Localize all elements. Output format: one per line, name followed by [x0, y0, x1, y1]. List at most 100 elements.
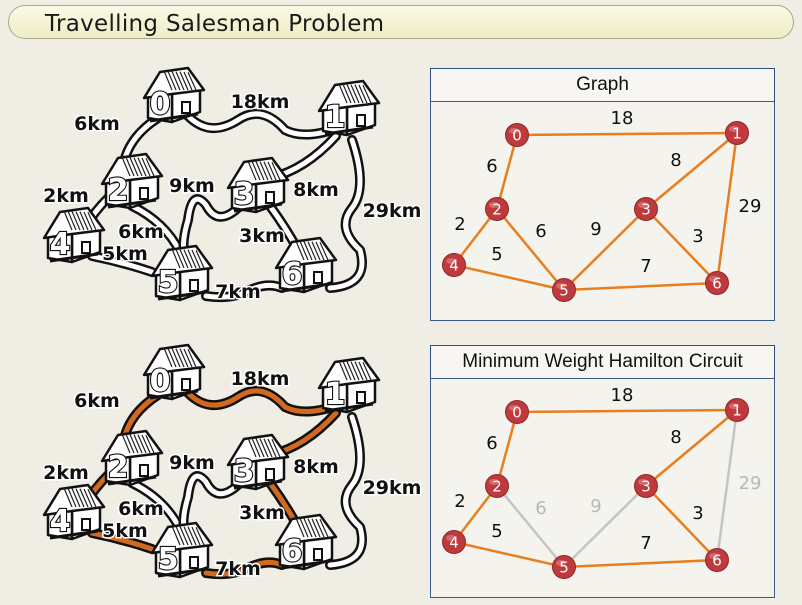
edge-weight-label: 2: [454, 491, 465, 512]
graph-edge-4-5: [453, 263, 565, 292]
road-distance-label: 3km: [239, 502, 285, 524]
graph-node-0: 0: [505, 400, 529, 424]
road-maps: 0 12 345 68km29km2km6km9km3km5km7km18km6km0…: [42, 66, 423, 582]
house-number: 1: [325, 100, 346, 135]
edge-weight-label: 8: [670, 427, 681, 448]
road-distance-label: 6km: [118, 221, 164, 243]
edge-weight-label: 5: [491, 521, 502, 542]
house-number: 1: [325, 377, 346, 412]
house-0: 0: [142, 66, 206, 124]
house-number: 2: [108, 173, 129, 208]
road-distance-label: 8km: [293, 179, 339, 201]
house-number: 6: [282, 534, 303, 569]
graph-edge-3-6: [645, 485, 718, 561]
house-0: 0: [142, 343, 206, 401]
edge-weight-label: 29: [739, 196, 762, 217]
house-number: 0: [150, 87, 171, 122]
road-0-1: [183, 108, 343, 140]
page-title: Travelling Salesman Problem: [45, 11, 385, 37]
graph-node-6: 6: [705, 271, 729, 295]
road-distance-label: 29km: [363, 200, 422, 222]
house-number: 6: [282, 257, 303, 292]
house-number: 3: [234, 177, 255, 212]
graph-edge-1-6: [715, 132, 739, 284]
house-number: 4: [50, 504, 71, 539]
road-distance-label: 18km: [231, 91, 290, 113]
edge-weight-label: 18: [611, 385, 634, 406]
circuit-panel-diagram: 18 6 8 29 2 6 9 3 5 7 0 1 2 3 4 5 6: [442, 385, 762, 579]
road-distance-label: 5km: [102, 243, 148, 265]
road-4-5: [87, 528, 157, 554]
road-distance-label: 8km: [293, 456, 339, 478]
graph-node-1: 1: [725, 398, 749, 422]
graph-edge-5-6: [563, 558, 718, 569]
edge-weight-label: 29: [739, 473, 762, 494]
graph-node-6: 6: [705, 548, 729, 572]
title-banner: Travelling Salesman Problem: [8, 5, 794, 39]
house-1: 1: [317, 356, 381, 414]
house-number: 0: [150, 364, 171, 399]
graph-node-3: 3: [634, 197, 658, 221]
road-5-6: [201, 557, 287, 580]
graphs: 18 6 8 29 2 6 9 3 5 7 0 1 2 3 4 5 6 18 6 8 29 2 6 9 3 5 7 0 1 2 3 4 5 6: [442, 108, 762, 579]
road-map-top: 0 1 2 3 4 5 6 8km 29km 2km 6km 9km 3km 5km 7km 18km 6km: [42, 66, 423, 305]
graph-edge-1-3: [645, 409, 738, 487]
edge-weight-label: 6: [486, 433, 497, 454]
graph-edge-3-5: [563, 485, 647, 568]
road-distance-label: 9km: [169, 175, 215, 197]
node-label: 6: [712, 275, 722, 293]
road-distance-label: 3km: [239, 225, 285, 247]
road-map-bottom: 0 1 2 3 4 5 6 8km 29km 2km 6km 9km 3km 5km 7km 18km 6km: [42, 343, 423, 582]
graph-edge-3-6: [645, 208, 718, 284]
road-1-6: [325, 412, 367, 570]
graph-node-2: 2: [485, 197, 509, 221]
node-label: 3: [641, 201, 651, 219]
house-number: 4: [50, 227, 71, 262]
graph-node-2: 2: [485, 474, 509, 498]
edge-weight-label: 5: [491, 244, 502, 265]
road-3-5: [178, 471, 245, 534]
house-number: 5: [158, 265, 179, 300]
edge-weight-label: 8: [670, 150, 681, 171]
edge-weight-label: 9: [590, 496, 601, 517]
road-2-5: [127, 201, 185, 257]
edge-weight-label: 2: [454, 214, 465, 235]
node-label: 4: [449, 534, 459, 552]
graph-edge-1-3: [645, 132, 738, 210]
graph-edge-2-5: [496, 208, 565, 291]
graph-node-4: 4: [442, 253, 466, 277]
road-3-5: [178, 194, 245, 257]
graph-node-1: 1: [725, 121, 749, 145]
graph-edge-1-6: [715, 409, 739, 561]
road-distance-label: 2km: [43, 185, 89, 207]
road-4-5: [87, 251, 157, 277]
road-distance-label: 29km: [363, 477, 422, 499]
edge-weight-label: 3: [692, 226, 703, 247]
graph-node-4: 4: [442, 530, 466, 554]
road-2-5: [127, 478, 185, 534]
house-3: 3: [226, 433, 290, 491]
house-1: 1: [317, 79, 381, 137]
graph-edge-0-1: [516, 408, 738, 414]
house-3: 3: [226, 156, 290, 214]
road-distance-label: 9km: [169, 452, 215, 474]
road-1-6: [325, 135, 367, 293]
graph-edge-0-2: [495, 134, 519, 210]
house-4: 4: [42, 206, 106, 264]
road-distance-label: 7km: [215, 281, 261, 303]
road-distance-label: 18km: [231, 368, 290, 390]
node-label: 5: [559, 282, 569, 300]
node-label: 1: [732, 125, 742, 143]
house-5: 5: [150, 521, 214, 579]
graph-node-5: 5: [552, 555, 576, 579]
house-5: 5: [150, 244, 214, 302]
node-label: 0: [512, 127, 522, 145]
edge-weight-label: 6: [535, 221, 546, 242]
graph-edge-2-5: [496, 485, 565, 568]
node-label: 5: [559, 559, 569, 577]
edge-weight-label: 7: [640, 533, 651, 554]
road-distance-label: 6km: [74, 113, 120, 135]
road-0-1: [183, 385, 343, 417]
graph-edge-5-6: [563, 281, 718, 292]
